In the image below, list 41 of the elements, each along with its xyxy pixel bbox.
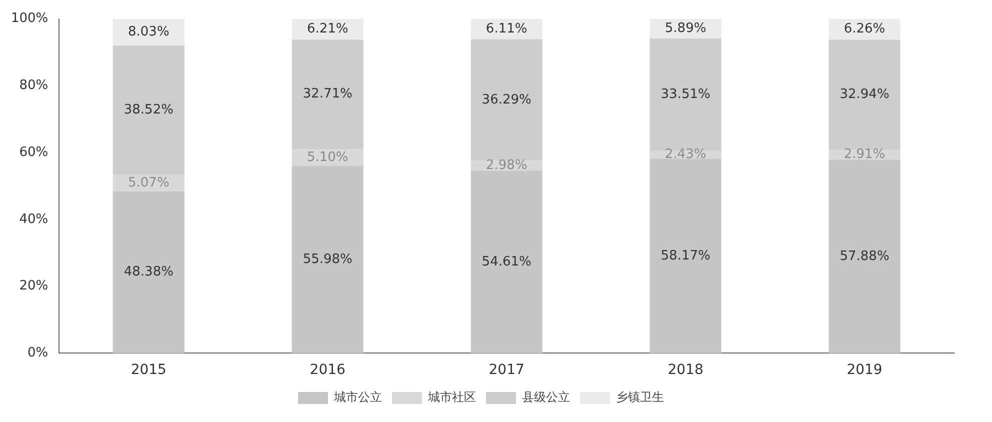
x-tick-label: 2015 xyxy=(130,362,166,378)
bar xyxy=(470,18,542,40)
x-tick-label: 2019 xyxy=(846,362,882,378)
x-tick-label: 2016 xyxy=(310,362,346,378)
data-label: 2.43% xyxy=(664,146,706,162)
data-label: 6.26% xyxy=(844,22,886,37)
bar xyxy=(650,158,722,354)
legend-label: 城市公立 xyxy=(333,390,382,404)
data-label: 32.94% xyxy=(840,87,890,102)
bar xyxy=(470,170,542,354)
y-tick-label: 60% xyxy=(19,144,48,160)
y-tick-label: 100% xyxy=(10,11,48,26)
data-label: 48.38% xyxy=(124,264,174,280)
data-label: 36.29% xyxy=(482,92,532,108)
legend-label: 城市社区 xyxy=(427,390,476,404)
data-label: 6.11% xyxy=(486,21,528,36)
data-label: 2.91% xyxy=(844,147,886,162)
data-label: 8.03% xyxy=(128,24,170,40)
y-tick-label: 40% xyxy=(19,212,48,227)
data-label: 58.17% xyxy=(660,248,710,264)
data-label: 6.21% xyxy=(306,22,348,37)
bar xyxy=(112,191,184,354)
data-label: 55.98% xyxy=(302,252,352,267)
data-label: 5.10% xyxy=(306,150,348,165)
bar xyxy=(828,160,900,354)
data-label: 5.07% xyxy=(128,175,170,190)
data-label: 57.88% xyxy=(840,248,890,264)
y-tick-label: 80% xyxy=(19,78,48,94)
data-label: 2.98% xyxy=(486,158,528,173)
data-label: 32.71% xyxy=(302,86,352,102)
data-label: 33.51% xyxy=(660,86,710,102)
legend-label: 乡镇卫生 xyxy=(616,390,664,404)
data-label: 5.89% xyxy=(664,21,706,36)
bar xyxy=(292,166,364,354)
y-tick-label: 0% xyxy=(28,346,48,361)
legend-label: 县级公立 xyxy=(522,390,570,404)
data-label: 38.52% xyxy=(124,102,174,118)
x-tick-label: 2018 xyxy=(668,362,704,378)
x-tick-label: 2017 xyxy=(488,362,524,378)
y-tick-label: 20% xyxy=(19,278,48,294)
data-label: 54.61% xyxy=(482,254,532,270)
